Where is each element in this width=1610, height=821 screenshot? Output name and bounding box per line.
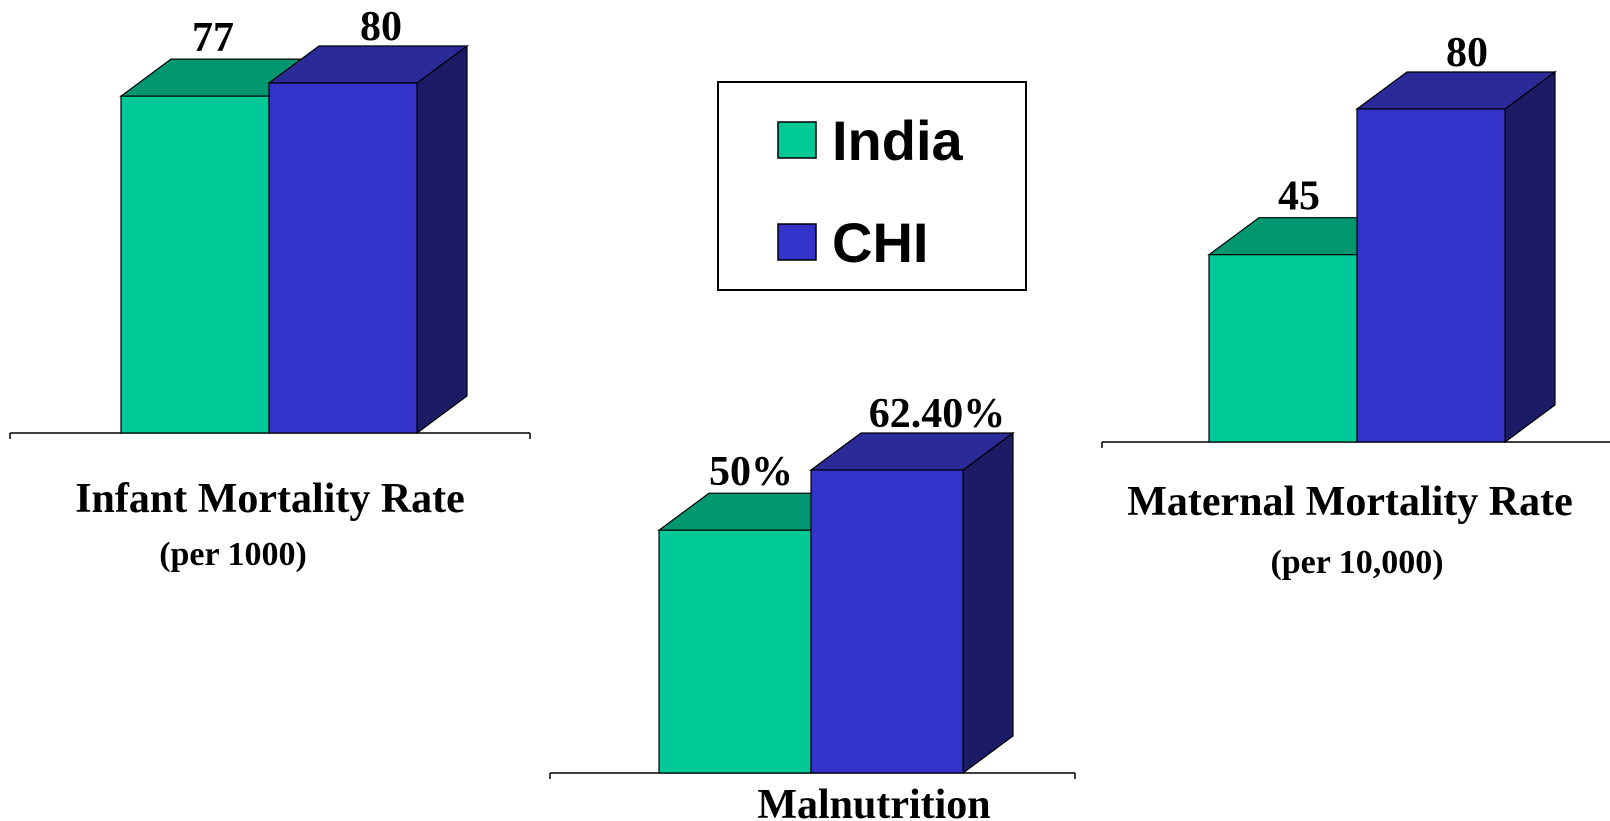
- bar-india: [658, 529, 812, 774]
- bar-india: [1208, 254, 1358, 443]
- chart-title: Maternal Mortality Rate: [1127, 479, 1573, 525]
- bar-side-chi: [416, 44, 468, 435]
- chart-title: Infant Mortality Rate: [75, 476, 465, 522]
- bar-side-chi: [962, 431, 1014, 775]
- legend-label-chi: CHI: [832, 211, 928, 274]
- chart-infant-mortality: Infant Mortality Rate (per 1000) 77 80: [9, 4, 531, 573]
- data-label-india: 77: [192, 15, 234, 61]
- chart-subtitle: (per 10,000): [1270, 544, 1443, 581]
- legend-box: [717, 81, 1027, 291]
- legend-swatch-india: [777, 121, 817, 159]
- chart-maternal-mortality: Maternal Mortality Rate (per 10,000) 45 8…: [1101, 30, 1610, 581]
- bar-india: [120, 95, 270, 434]
- data-label-chi: 80: [360, 4, 402, 50]
- data-label-india: 50%: [709, 449, 793, 495]
- bar-chi: [268, 82, 418, 434]
- data-label-chi: 80: [1446, 30, 1488, 76]
- chart-subtitle: (per 1000): [159, 536, 307, 573]
- legend-label-india: India: [832, 109, 964, 172]
- legend: India CHI: [717, 81, 1027, 291]
- chart-title: Malnutrition: [757, 782, 990, 821]
- bar-chi: [1356, 108, 1506, 443]
- chart-malnutrition: Malnutrition 50% 62.40%: [549, 391, 1076, 821]
- bar-side-chi: [1504, 70, 1556, 444]
- data-label-chi: 62.40%: [869, 391, 1006, 437]
- data-label-india: 45: [1278, 174, 1320, 220]
- legend-swatch-chi: [777, 223, 817, 261]
- bar-chi: [810, 469, 964, 774]
